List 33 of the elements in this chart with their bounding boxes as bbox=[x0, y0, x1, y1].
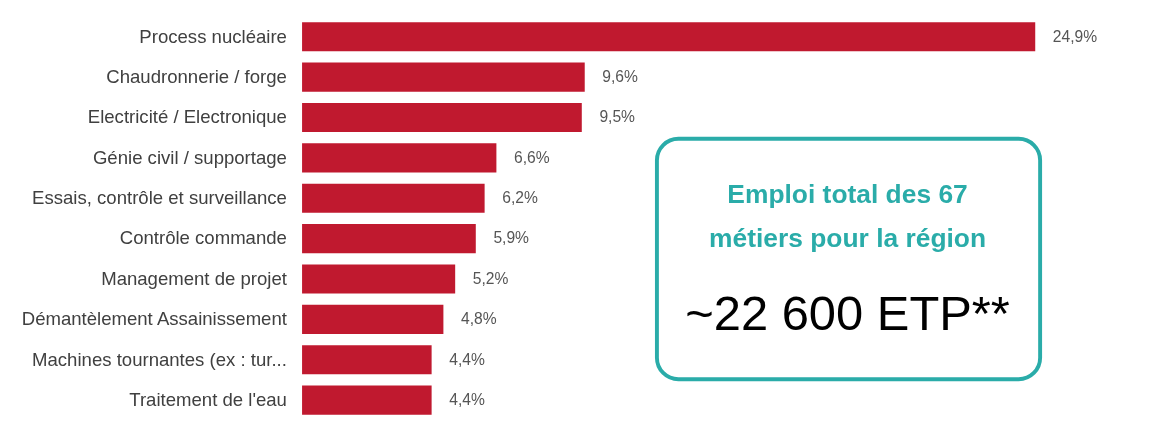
data-label: 4,8% bbox=[460, 310, 497, 328]
bar bbox=[302, 224, 476, 254]
annotation: Emploi total des 67 bbox=[727, 179, 968, 210]
y-tick-label: Génie civil / supportage bbox=[92, 146, 287, 168]
data-label: 6,2% bbox=[502, 189, 538, 207]
bar bbox=[302, 143, 497, 173]
bar bbox=[302, 22, 1036, 52]
annotation: ~22 600 ETP** bbox=[685, 286, 1010, 341]
y-tick-label: Contrôle commande bbox=[119, 227, 287, 249]
data-label: 4,4% bbox=[449, 390, 485, 408]
data-label: 5,2% bbox=[472, 269, 509, 287]
bar bbox=[302, 345, 432, 375]
bar bbox=[302, 264, 456, 294]
bar bbox=[302, 385, 432, 415]
data-label: 9,6% bbox=[602, 68, 639, 85]
data-label: 5,9% bbox=[493, 229, 530, 247]
data-label: 24,9% bbox=[1052, 27, 1098, 45]
bar bbox=[302, 102, 582, 133]
y-tick-label: Démantèlement Assainissement bbox=[21, 308, 288, 330]
data-label: 9,5% bbox=[599, 108, 636, 126]
bar bbox=[302, 62, 585, 92]
y-tick-label: Traitement de l'eau bbox=[129, 388, 287, 410]
y-tick-label: Machines tournantes (ex : tur... bbox=[32, 348, 287, 370]
data-label: 6,6% bbox=[513, 148, 550, 166]
annotation: métiers pour la région bbox=[709, 223, 987, 254]
y-tick-label: Essais, contrôle et surveillance bbox=[32, 187, 287, 209]
bar bbox=[302, 183, 485, 213]
y-tick-label: Management de projet bbox=[101, 267, 288, 289]
y-tick-label: Chaudronnerie / forge bbox=[106, 65, 287, 87]
data-label: 4,4% bbox=[449, 350, 485, 368]
y-tick-label: Process nucléaire bbox=[139, 25, 287, 47]
bar bbox=[302, 304, 444, 334]
y-tick-label: Electricité / Electronique bbox=[87, 106, 287, 128]
